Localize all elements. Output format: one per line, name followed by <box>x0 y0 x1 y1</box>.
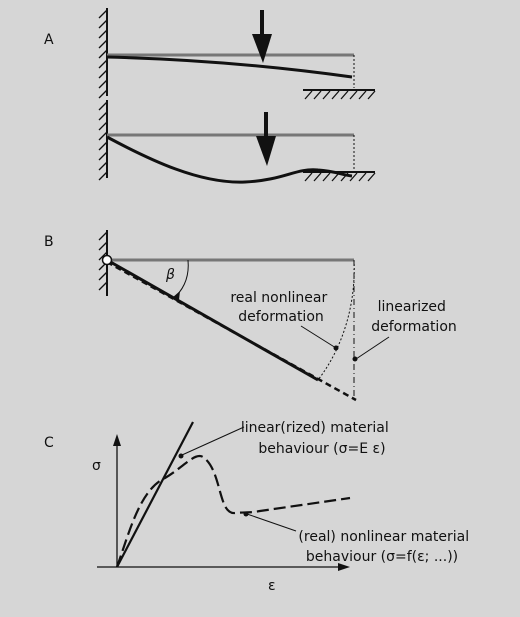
leader-dot <box>178 453 184 459</box>
panel-b-label: B <box>44 234 54 250</box>
linearized-beam <box>106 260 357 402</box>
angle-symbol: β <box>165 267 175 283</box>
load-arrow-head <box>256 136 276 166</box>
wall-hatch <box>98 101 108 181</box>
panel-c: σ ε linear(rized) material behaviour (σ=… <box>92 420 473 594</box>
pivot-hinge-icon <box>101 254 113 266</box>
panel-a-bottom <box>98 100 376 184</box>
nonlinear-curve <box>115 454 351 568</box>
real-deformation-label: real nonlinear deformation <box>230 290 331 325</box>
leader-line <box>181 426 245 456</box>
load-arrow-head <box>252 34 272 63</box>
leader-dot <box>333 345 339 351</box>
panel-a-label: A <box>44 32 54 48</box>
leader-line <box>246 513 297 532</box>
deformed-beam <box>106 55 353 79</box>
nonlinear-material-label: (real) nonlinear material behaviour (σ=f… <box>298 529 473 565</box>
y-axis-label: σ <box>92 458 101 474</box>
leader-dot <box>352 356 358 362</box>
panel-a-top <box>98 8 376 100</box>
linear-material-label: linear(rized) material behaviour (σ=E ε) <box>241 420 393 457</box>
deformed-beam-contact <box>106 135 353 184</box>
ground-hatch <box>304 90 376 100</box>
x-axis-arrow-icon <box>338 563 350 571</box>
ground-hatch <box>304 172 376 182</box>
wall-hatch <box>98 9 108 99</box>
panel-b: β real nonlinear deformation linearized … <box>98 230 457 402</box>
angle-arc <box>175 259 189 297</box>
leader-dot <box>243 511 249 517</box>
linear-curve <box>116 421 194 568</box>
y-axis-arrow-icon <box>113 434 121 446</box>
x-axis-label: ε <box>268 578 276 594</box>
leader-line <box>355 336 390 360</box>
panel-c-label: C <box>44 435 54 451</box>
angle-arrow-icon <box>172 291 180 300</box>
leader-line <box>300 325 337 349</box>
linearized-deformation-label: linearized deformation <box>371 299 457 335</box>
